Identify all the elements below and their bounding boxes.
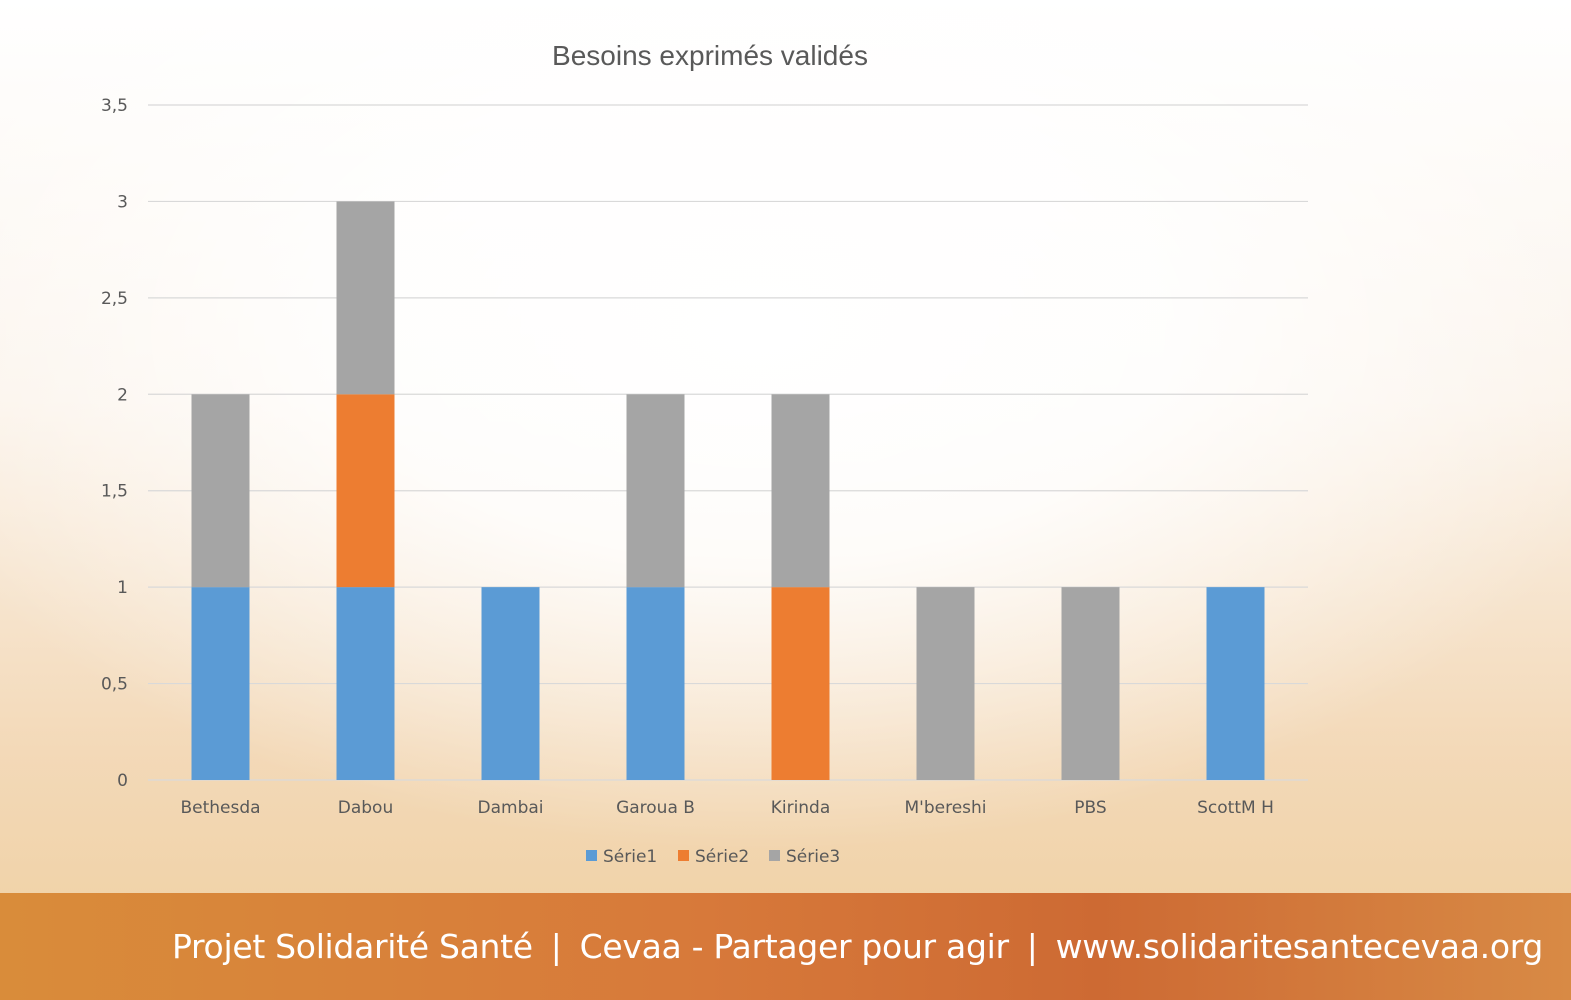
- legend-swatch: [586, 850, 597, 861]
- bar-série3-dabou: [336, 201, 395, 395]
- footer-website-link[interactable]: www.solidaritesantecevaa.org: [1055, 927, 1544, 966]
- x-tick-label: Garoua B: [616, 798, 695, 818]
- bar-série3-bethesda: [191, 394, 250, 588]
- y-axis-ticks: 0 0,5 1 1,5 2 2,5 3 3,5: [101, 96, 128, 791]
- x-axis-ticks: Bethesda Dabou Dambai Garoua B Kirinda M'bere…: [180, 798, 1273, 818]
- legend: Série1 Série2 Série3: [586, 847, 840, 867]
- bar-série3-kirinda: [771, 394, 830, 588]
- bar-série1-bethesda: [191, 587, 250, 780]
- gridlines: [148, 104, 1308, 781]
- x-tick-label: PBS: [1074, 798, 1106, 818]
- legend-swatch: [678, 850, 689, 861]
- bar-série3-pbs: [1061, 587, 1120, 780]
- y-tick-label: 3: [117, 192, 128, 212]
- chart: Besoins exprimés validés 0 0,5 1 1,5 2 2,5 3 3,…: [101, 40, 1308, 867]
- footer-separator: |: [550, 927, 562, 966]
- footer-project: Projet Solidarité Santé: [172, 927, 533, 966]
- y-tick-label: 2,5: [101, 289, 128, 309]
- bar-série1-scottm-h: [1206, 587, 1265, 780]
- legend-label: Série2: [695, 847, 749, 867]
- footer-banner: Projet Solidarité Santé | Cevaa - Partager…: [0, 893, 1571, 1000]
- bar-série3-m-bereshi: [916, 587, 975, 780]
- bar-série2-kirinda: [771, 587, 830, 780]
- x-tick-label: ScottM H: [1197, 798, 1274, 818]
- x-tick-label: Dabou: [338, 798, 393, 818]
- y-tick-label: 0,5: [101, 675, 128, 695]
- legend-label: Série3: [786, 847, 840, 867]
- y-tick-label: 2: [117, 385, 128, 405]
- x-tick-label: Dambai: [478, 798, 544, 818]
- x-tick-label: M'bereshi: [904, 798, 986, 818]
- bar-série1-dabou: [336, 587, 395, 780]
- x-tick-label: Bethesda: [180, 798, 260, 818]
- y-tick-label: 0: [117, 771, 128, 791]
- bars: [191, 201, 1265, 780]
- y-tick-label: 1: [117, 578, 128, 598]
- y-tick-label: 1,5: [101, 482, 128, 502]
- bar-série2-dabou: [336, 394, 395, 588]
- legend-label: Série1: [603, 847, 657, 867]
- footer-separator: |: [1026, 927, 1038, 966]
- bar-série3-garoua-b: [626, 394, 685, 588]
- chart-title: Besoins exprimés validés: [552, 40, 868, 71]
- x-tick-label: Kirinda: [771, 798, 831, 818]
- bar-série1-garoua-b: [626, 587, 685, 780]
- footer-cevaa: Cevaa - Partager pour agir: [579, 927, 1009, 966]
- bar-série1-dambai: [481, 587, 540, 780]
- y-tick-label: 3,5: [101, 96, 128, 116]
- legend-swatch: [769, 850, 780, 861]
